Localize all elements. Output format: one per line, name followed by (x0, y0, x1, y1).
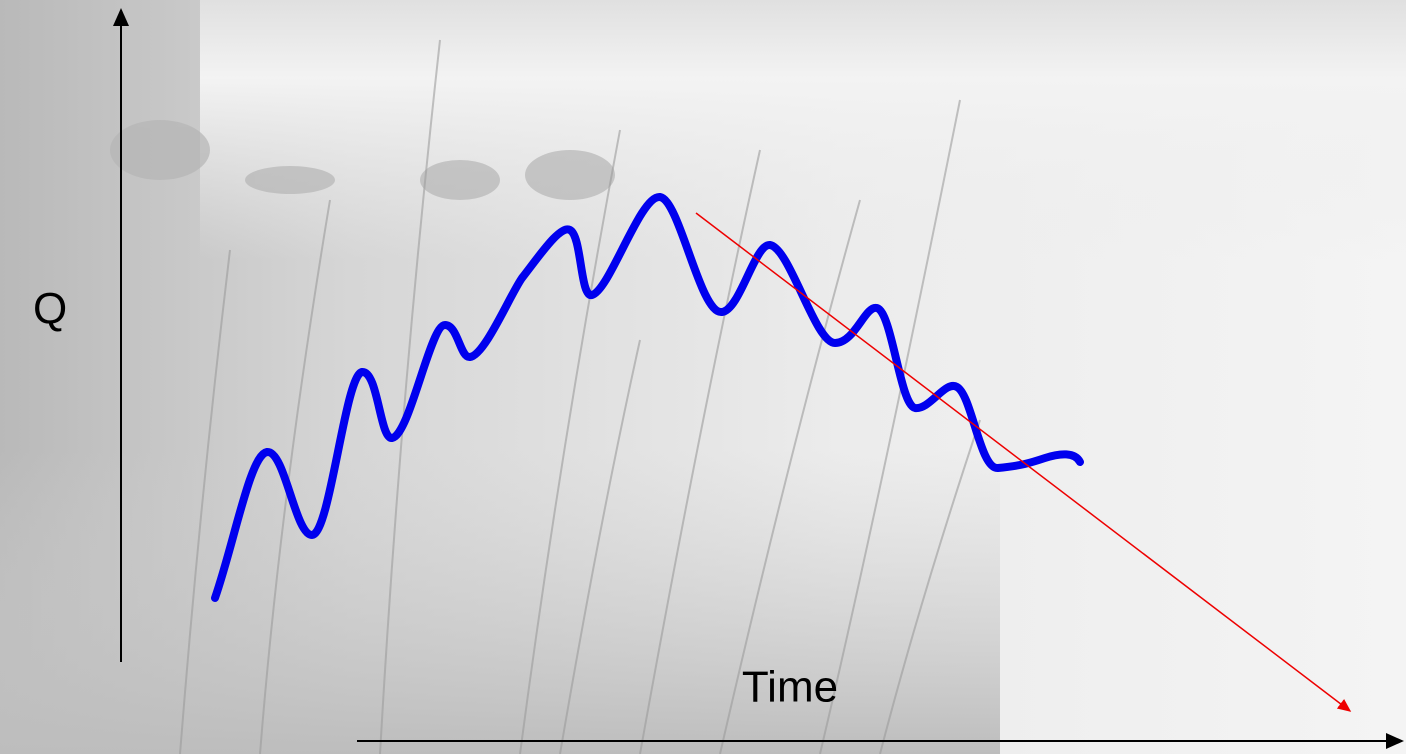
grass (179, 39, 981, 754)
q-curve (211, 193, 1084, 602)
ground (0, 450, 1000, 754)
water (200, 0, 1406, 260)
rocks (110, 120, 615, 200)
x-axis-label: Time (742, 663, 838, 712)
y-axis-label: Q (33, 285, 67, 334)
trend-arrow (695, 212, 1352, 712)
